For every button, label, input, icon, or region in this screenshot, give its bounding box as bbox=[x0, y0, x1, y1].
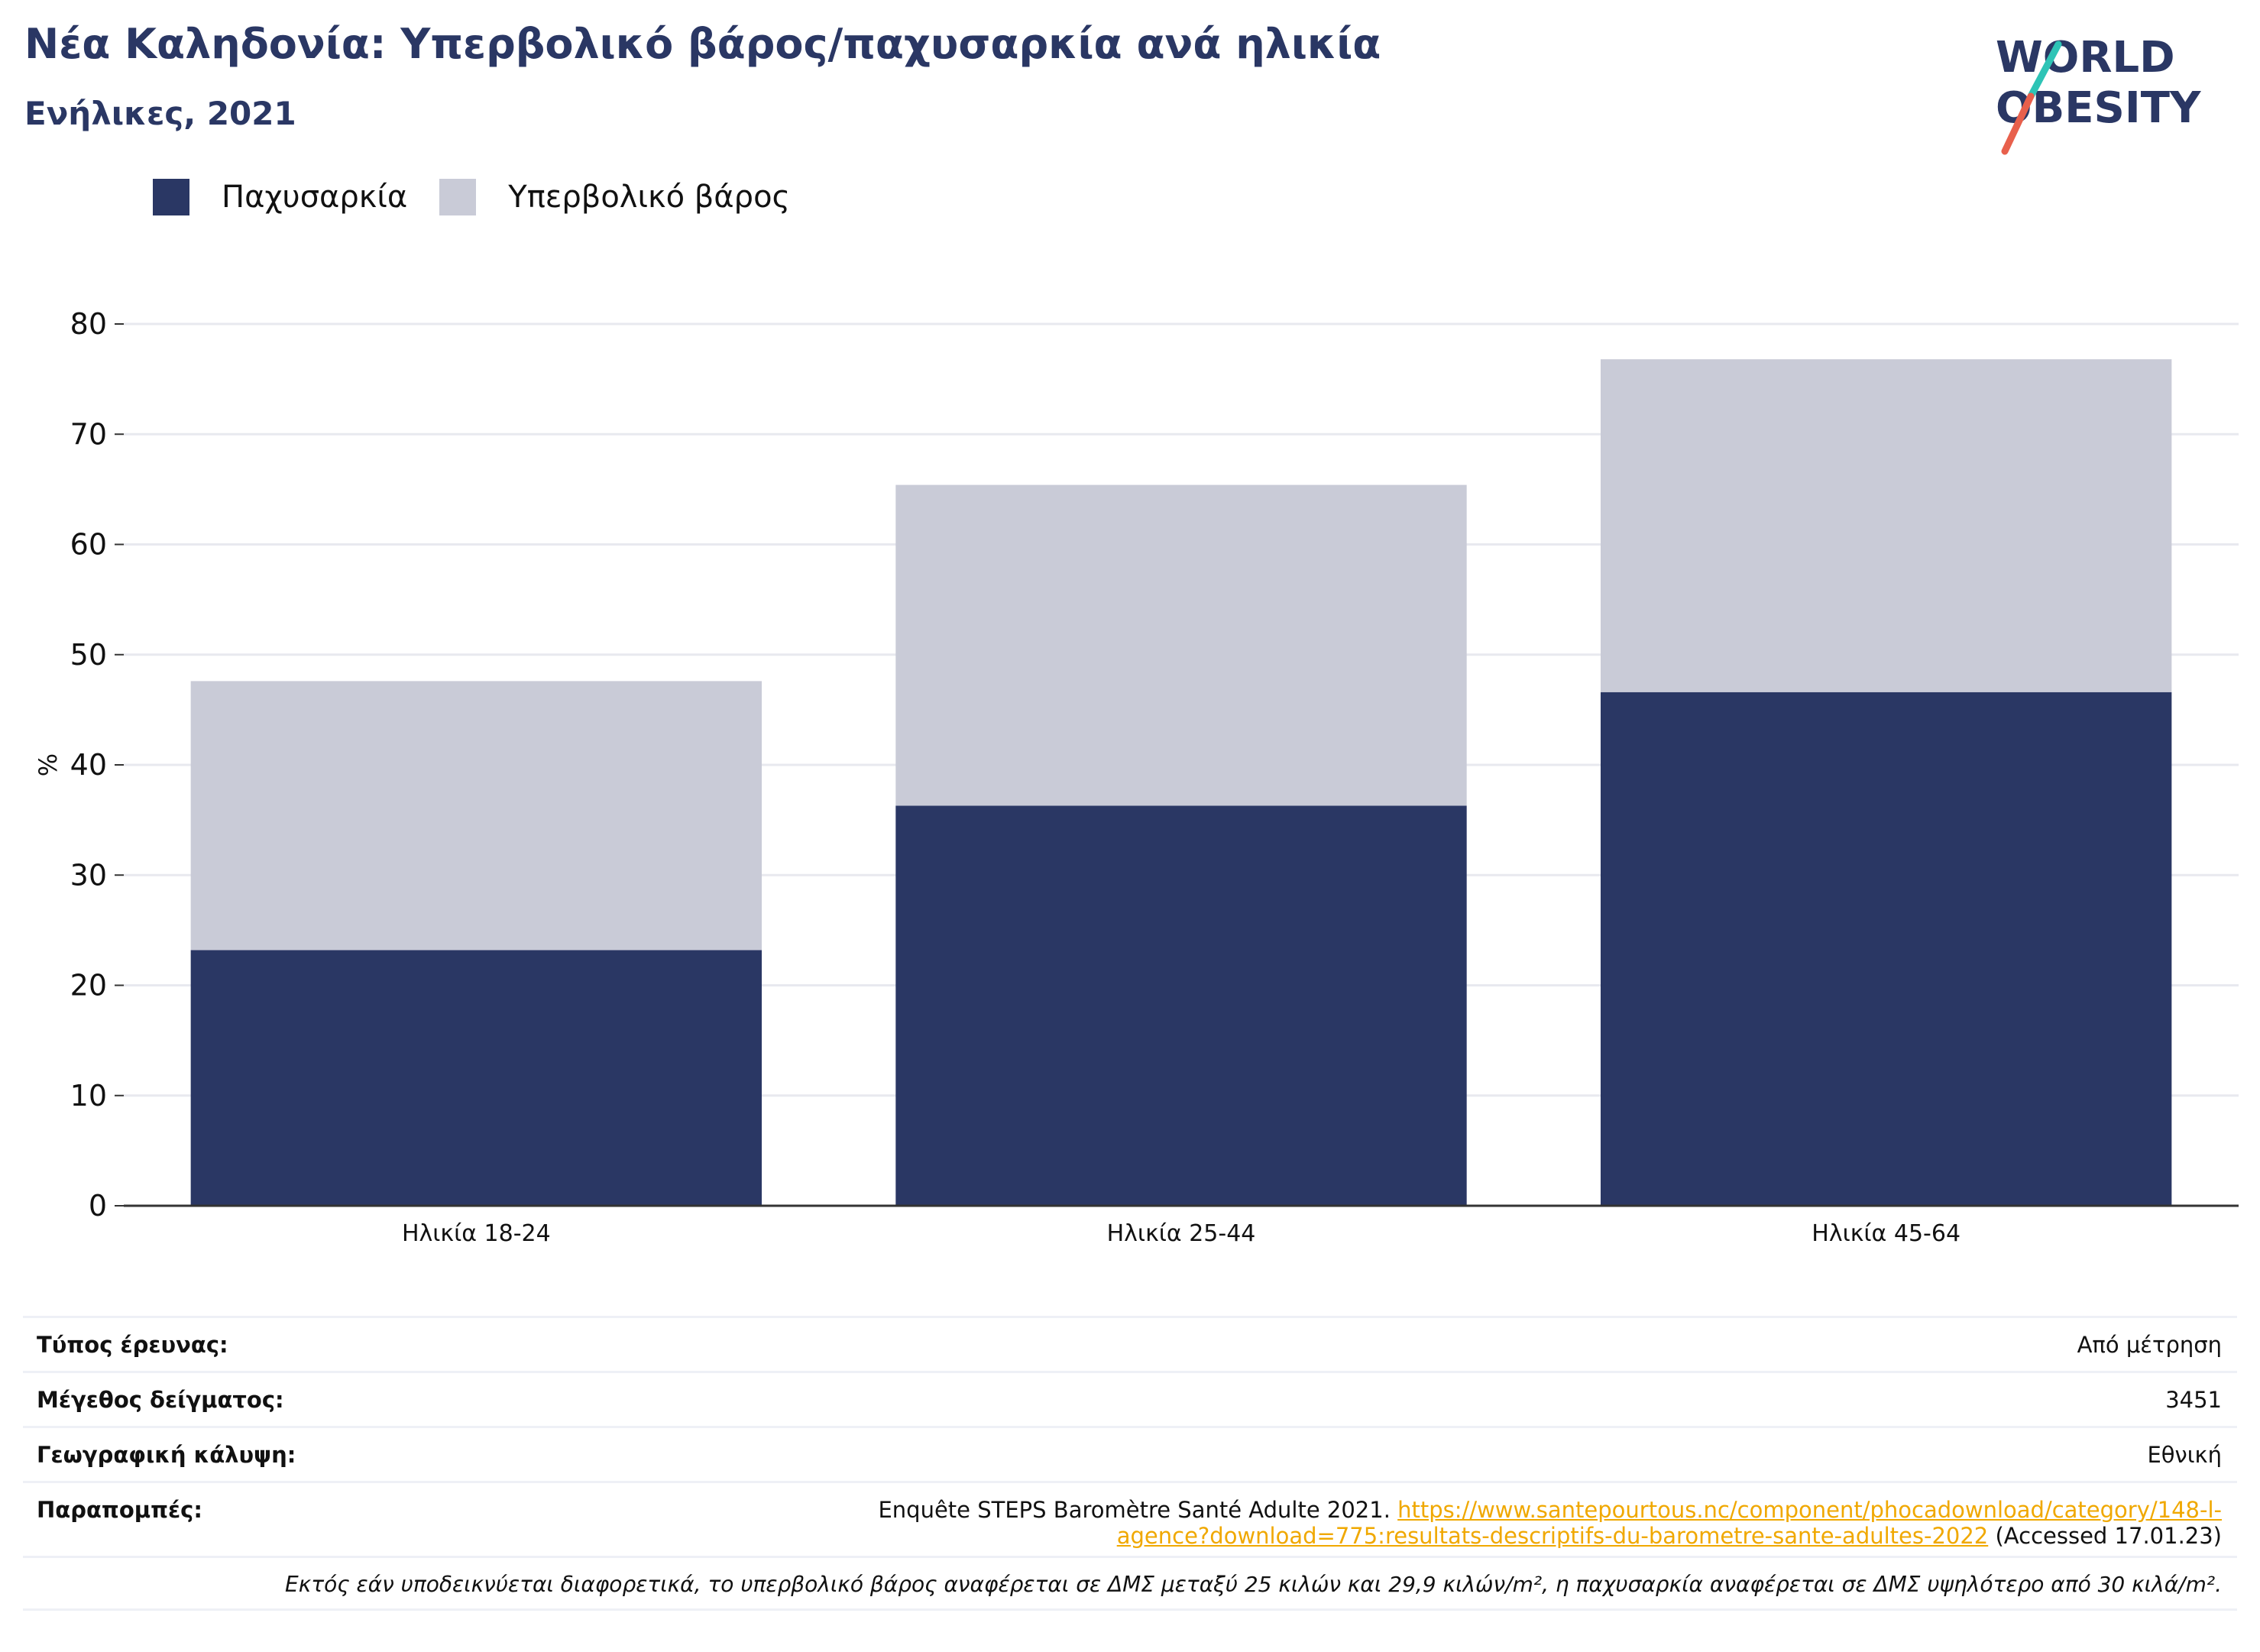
survey-type-label: Τύπος έρευνας: bbox=[37, 1332, 228, 1358]
logo-line1: WORLD bbox=[1996, 33, 2175, 83]
chart-subtitle: Ενήλικες, 2021 bbox=[24, 95, 296, 132]
references-accessed: (Accessed 17.01.23) bbox=[1995, 1523, 2222, 1549]
legend-label-overweight: Υπερβολικό βάρος bbox=[508, 180, 791, 215]
legend-swatch-overweight bbox=[439, 179, 477, 215]
logo-slash-coral bbox=[2001, 92, 2035, 155]
legend-swatch-obesity bbox=[153, 179, 189, 215]
legend-item-overweight: Υπερβολικό βάρος bbox=[439, 179, 790, 215]
bar-obesity-1 bbox=[190, 950, 763, 1206]
references-label: Παραπομπές: bbox=[37, 1497, 202, 1523]
ytick-label-30: 30 bbox=[70, 858, 107, 892]
world-obesity-logo: WORLD OBESITY bbox=[1996, 33, 2202, 155]
chart-title: Νέα Καληδονία: Υπερβολικό βάρος/παχυσαρκ… bbox=[24, 20, 1381, 68]
references-line2: agence?download=775:resultats-descriptif… bbox=[878, 1523, 2222, 1549]
coverage-value: Εθνική bbox=[2147, 1442, 2222, 1468]
references-value: Enquête STEPS Baromètre Santé Adulte 202… bbox=[878, 1497, 2222, 1549]
references-line1: Enquête STEPS Baromètre Santé Adulte 202… bbox=[878, 1497, 2222, 1523]
y-axis-label: % bbox=[34, 753, 63, 776]
ytick-label-10: 10 bbox=[70, 1079, 107, 1113]
survey-type-row: Τύπος έρευνας: Από μέτρηση bbox=[23, 1316, 2237, 1371]
metadata-table: Τύπος έρευνας: Από μέτρηση Μέγεθος δείγμ… bbox=[23, 1316, 2237, 1611]
references-row: Παραπομπές: Enquête STEPS Baromètre Sant… bbox=[23, 1481, 2237, 1556]
references-text: Enquête STEPS Baromètre Santé Adulte 202… bbox=[878, 1497, 1391, 1523]
bar-overweight-2 bbox=[895, 484, 1467, 806]
xtick-label-2: Ηλικία 25-44 bbox=[1107, 1220, 1256, 1247]
xtick-label-1: Ηλικία 18-24 bbox=[402, 1220, 551, 1247]
ytick-label-80: 80 bbox=[70, 307, 107, 341]
ytick-label-60: 60 bbox=[70, 528, 107, 562]
ytick-label-50: 50 bbox=[70, 638, 107, 672]
bar-obesity-2 bbox=[895, 805, 1467, 1206]
bar-overweight-1 bbox=[190, 681, 763, 951]
chart-legend: Παχυσαρκία Υπερβολικό βάρος bbox=[153, 177, 822, 217]
bar-overweight-3 bbox=[1600, 359, 2172, 692]
references-link-part1[interactable]: https://www.santepourtous.nc/component/p… bbox=[1397, 1497, 2222, 1523]
logo-slash-teal bbox=[2027, 40, 2062, 100]
definition-note: Εκτός εάν υποδεικνύεται διαφορετικά, το … bbox=[285, 1572, 2222, 1597]
ytick-label-70: 70 bbox=[70, 417, 107, 451]
xtick-label-3: Ηλικία 45-64 bbox=[1812, 1220, 1961, 1247]
coverage-label: Γεωγραφική κάλυψη: bbox=[37, 1442, 296, 1468]
references-link-part2[interactable]: agence?download=775:resultats-descriptif… bbox=[1116, 1523, 1989, 1549]
ytick-label-40: 40 bbox=[70, 748, 107, 782]
definition-note-row: Εκτός εάν υποδεικνύεται διαφορετικά, το … bbox=[23, 1556, 2237, 1611]
bar-chart: 0 10 20 30 40 50 60 70 80% Ηλικία 18-24 Ηλικία 25-… bbox=[34, 307, 2239, 1247]
legend-item-obesity: Παχυσαρκία bbox=[153, 179, 407, 215]
legend-label-obesity: Παχυσαρκία bbox=[222, 180, 408, 215]
sample-size-label: Μέγεθος δείγματος: bbox=[37, 1387, 284, 1413]
ytick-label-20: 20 bbox=[70, 969, 107, 1003]
sample-size-row: Μέγεθος δείγματος: 3451 bbox=[23, 1371, 2237, 1426]
bar-obesity-3 bbox=[1600, 692, 2172, 1206]
ytick-label-0: 0 bbox=[89, 1189, 107, 1223]
coverage-row: Γεωγραφική κάλυψη: Εθνική bbox=[23, 1426, 2237, 1481]
survey-type-value: Από μέτρηση bbox=[2077, 1332, 2222, 1358]
sample-size-value: 3451 bbox=[2165, 1387, 2222, 1413]
